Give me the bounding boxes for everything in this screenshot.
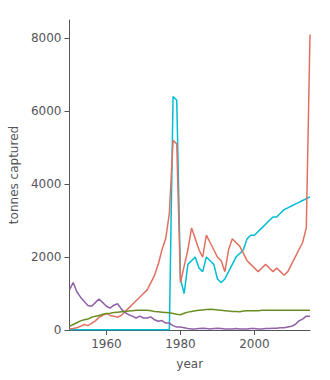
svg-text:2000: 2000 [239, 337, 270, 351]
svg-text:1980: 1980 [165, 337, 196, 351]
svg-text:year: year [176, 357, 203, 371]
svg-text:8000: 8000 [31, 31, 62, 45]
svg-text:2000: 2000 [31, 250, 62, 264]
svg-text:tonnes captured: tonnes captured [7, 126, 21, 224]
svg-text:4000: 4000 [31, 177, 62, 191]
svg-text:1960: 1960 [91, 337, 122, 351]
svg-text:6000: 6000 [31, 104, 62, 118]
svg-text:0: 0 [54, 323, 62, 337]
